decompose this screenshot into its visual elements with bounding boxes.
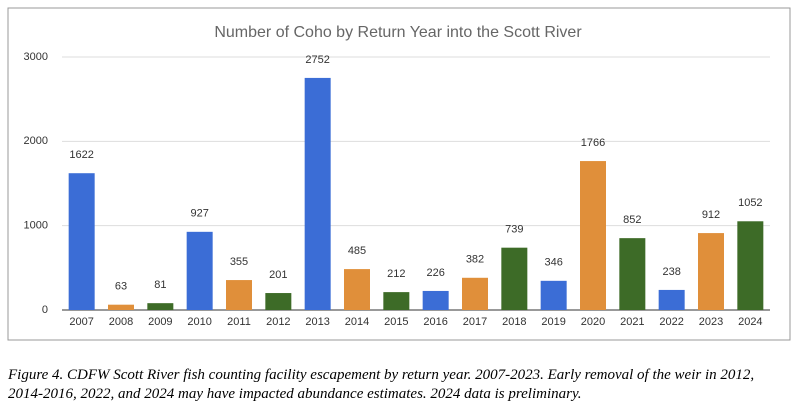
x-tick-label: 2020 [581, 316, 605, 328]
value-label: 485 [348, 245, 366, 257]
value-label: 852 [623, 214, 641, 226]
value-label: 238 [662, 266, 680, 278]
value-label: 63 [115, 281, 127, 293]
x-tick-label: 2009 [148, 316, 172, 328]
value-label: 355 [230, 256, 248, 268]
bar [344, 269, 370, 310]
y-tick-label: 0 [42, 304, 48, 316]
x-tick-label: 2015 [384, 316, 408, 328]
value-label: 912 [702, 209, 720, 221]
x-tick-label: 2007 [69, 316, 93, 328]
chart-frame [7, 7, 791, 341]
bar [226, 280, 252, 310]
bar [304, 77, 331, 310]
value-label: 2752 [305, 54, 329, 66]
value-label: 1622 [69, 149, 93, 161]
bar [540, 280, 567, 310]
caption: Figure 4. CDFW Scott River fish counting… [8, 366, 754, 404]
x-tick-label: 2021 [620, 316, 644, 328]
x-tick-label: 2016 [423, 316, 447, 328]
x-tick-label: 2024 [738, 316, 762, 328]
value-label: 346 [544, 257, 562, 269]
caption-line: Figure 4. CDFW Scott River fish counting… [8, 367, 755, 383]
x-tick-label: 2018 [502, 316, 526, 328]
y-tick-label: 1000 [24, 220, 48, 232]
bar [108, 304, 134, 310]
bar [501, 247, 528, 310]
bar [462, 277, 488, 310]
x-tick-label: 2023 [699, 316, 723, 328]
value-label: 1052 [738, 197, 762, 209]
y-tick-label: 2000 [24, 135, 48, 147]
x-tick-label: 2012 [266, 316, 290, 328]
bar [186, 231, 213, 310]
value-label: 201 [269, 269, 287, 281]
x-tick-label: 2019 [541, 316, 565, 328]
bar [698, 233, 724, 310]
value-label: 927 [190, 208, 208, 220]
x-tick-label: 2010 [187, 316, 211, 328]
value-label: 382 [466, 254, 484, 266]
bar [422, 290, 449, 310]
bar [265, 293, 292, 310]
chart: Number of Coho by Return Year into the S… [7, 7, 791, 341]
bar [580, 161, 606, 310]
bar [737, 221, 764, 310]
value-label: 739 [505, 224, 523, 236]
x-tick-label: 2014 [345, 316, 369, 328]
x-tick-label: 2022 [659, 316, 683, 328]
x-tick-label: 2017 [463, 316, 487, 328]
value-label: 212 [387, 268, 405, 280]
bar [619, 238, 646, 310]
value-label: 1766 [581, 137, 605, 149]
chart-title: Number of Coho by Return Year into the S… [214, 24, 582, 41]
bar [147, 303, 174, 310]
value-label: 81 [154, 279, 166, 291]
value-label: 226 [426, 267, 444, 279]
x-tick-label: 2011 [227, 316, 251, 328]
x-tick-label: 2013 [305, 316, 329, 328]
y-tick-label: 3000 [24, 51, 48, 63]
bar [658, 289, 685, 310]
bar [383, 292, 410, 310]
caption-line: 2014-2016, 2022, and 2024 may have impac… [8, 386, 582, 402]
bar [68, 173, 95, 310]
x-tick-label: 2008 [109, 316, 133, 328]
